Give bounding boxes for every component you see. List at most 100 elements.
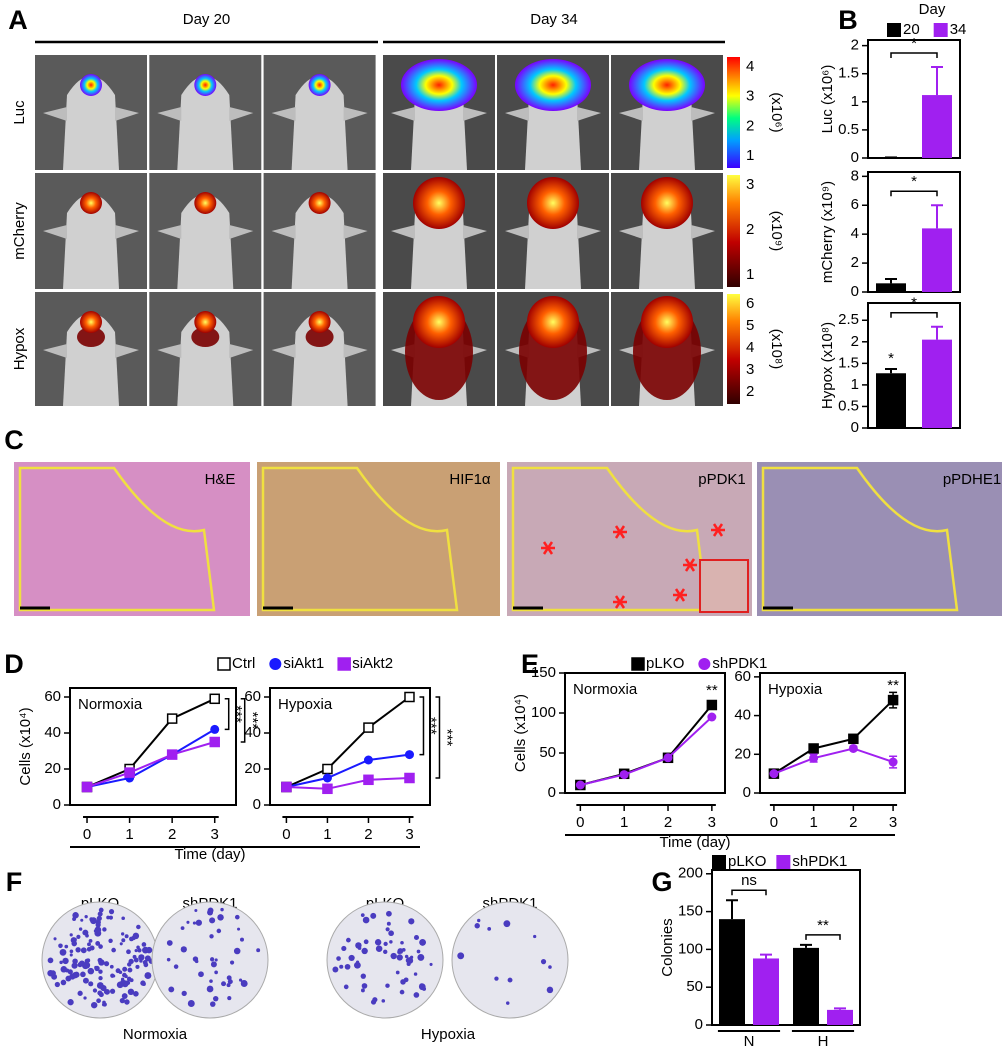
mouse-arms bbox=[619, 225, 715, 239]
legend-title: Day bbox=[919, 1, 946, 18]
point bbox=[281, 781, 292, 793]
colony bbox=[404, 954, 409, 959]
legend-label: pLKO bbox=[646, 655, 684, 672]
colony bbox=[127, 988, 135, 996]
y-tick-label: 60 bbox=[44, 688, 61, 705]
colony bbox=[383, 941, 388, 947]
colony bbox=[363, 939, 369, 945]
y-tick-label: 20 bbox=[244, 760, 261, 777]
colorbar-unit: (x10⁸) bbox=[768, 329, 785, 370]
asterisk-mark bbox=[673, 588, 687, 602]
point bbox=[663, 753, 673, 763]
colony bbox=[181, 990, 187, 997]
asterisk-mark bbox=[683, 558, 697, 572]
bracket bbox=[890, 311, 938, 318]
colony bbox=[226, 975, 232, 981]
colony bbox=[103, 990, 108, 994]
legend-marker bbox=[269, 658, 282, 670]
y-tick-label: 2.5 bbox=[838, 311, 859, 328]
colony bbox=[62, 958, 68, 964]
colony bbox=[344, 963, 351, 970]
significance-label: ** bbox=[887, 677, 899, 694]
signal bbox=[305, 327, 334, 347]
colony bbox=[127, 967, 133, 973]
colony bbox=[108, 915, 113, 920]
colony bbox=[187, 1000, 195, 1007]
plot-frame bbox=[867, 39, 961, 159]
point bbox=[619, 770, 629, 780]
bracket bbox=[419, 696, 425, 756]
significance-label: * bbox=[888, 350, 894, 367]
colony bbox=[370, 912, 377, 919]
point bbox=[848, 733, 859, 745]
legend-label: shPDK1 bbox=[792, 853, 847, 870]
x-tick-label: 1 bbox=[125, 826, 133, 843]
tumor-outline bbox=[761, 466, 959, 612]
colony bbox=[137, 948, 142, 953]
signal bbox=[308, 74, 331, 96]
plot-frame bbox=[867, 171, 961, 293]
series-line bbox=[580, 704, 713, 786]
error-bar bbox=[885, 277, 897, 284]
colony bbox=[69, 973, 76, 980]
series-line bbox=[580, 716, 713, 786]
colony bbox=[413, 934, 420, 941]
colony bbox=[416, 949, 421, 954]
mouse-body bbox=[63, 313, 119, 406]
y-axis-label: Luc (x10⁶) bbox=[819, 65, 836, 134]
colorbar-tick-label: 3 bbox=[746, 176, 754, 193]
mouse-body bbox=[177, 194, 234, 289]
signal bbox=[401, 59, 477, 111]
asterisk-mark bbox=[613, 525, 627, 539]
signal bbox=[194, 192, 217, 214]
colony bbox=[69, 949, 74, 954]
x-tick-label: 0 bbox=[770, 814, 778, 831]
colony bbox=[144, 972, 152, 980]
bar bbox=[753, 958, 779, 1025]
chart-title: Hypoxia bbox=[278, 696, 333, 713]
colony bbox=[396, 954, 403, 961]
stain-label: HIF1α bbox=[449, 471, 491, 488]
colony bbox=[75, 947, 81, 953]
panel-letter: E bbox=[521, 649, 539, 679]
colony bbox=[110, 973, 115, 978]
colony bbox=[126, 949, 131, 955]
colorbar bbox=[727, 57, 740, 168]
colony bbox=[233, 947, 241, 955]
colony bbox=[60, 965, 68, 973]
colorbar-tick-label: 2 bbox=[746, 221, 754, 238]
colony bbox=[383, 949, 388, 955]
significance-label: *** bbox=[228, 705, 245, 723]
colony bbox=[355, 960, 360, 964]
colony bbox=[109, 964, 114, 969]
colony bbox=[238, 978, 243, 982]
point bbox=[363, 755, 373, 765]
signal bbox=[194, 311, 217, 333]
y-tick-label: 40 bbox=[244, 724, 261, 741]
bar bbox=[876, 283, 906, 292]
colony bbox=[77, 990, 83, 996]
x-tick-label: 2 bbox=[364, 826, 372, 843]
significance-label: ** bbox=[817, 917, 829, 934]
colony bbox=[59, 960, 63, 965]
colony bbox=[192, 921, 197, 925]
colony bbox=[198, 971, 204, 978]
point bbox=[322, 763, 333, 775]
colony bbox=[385, 927, 390, 932]
mouse-arms bbox=[619, 107, 715, 121]
condition-label: Normoxia bbox=[123, 1026, 188, 1043]
colony bbox=[374, 939, 382, 946]
y-tick-label: 2 bbox=[851, 37, 859, 54]
colony bbox=[111, 947, 116, 953]
colony bbox=[381, 999, 386, 1003]
point bbox=[404, 772, 415, 784]
colony bbox=[72, 958, 78, 964]
colony bbox=[397, 948, 404, 954]
legend-swatch bbox=[776, 855, 791, 869]
mouse-body bbox=[63, 76, 119, 170]
y-tick-label: 200 bbox=[678, 865, 703, 882]
point bbox=[210, 724, 220, 734]
colony bbox=[72, 912, 79, 919]
point bbox=[322, 773, 332, 783]
colony bbox=[143, 962, 149, 968]
